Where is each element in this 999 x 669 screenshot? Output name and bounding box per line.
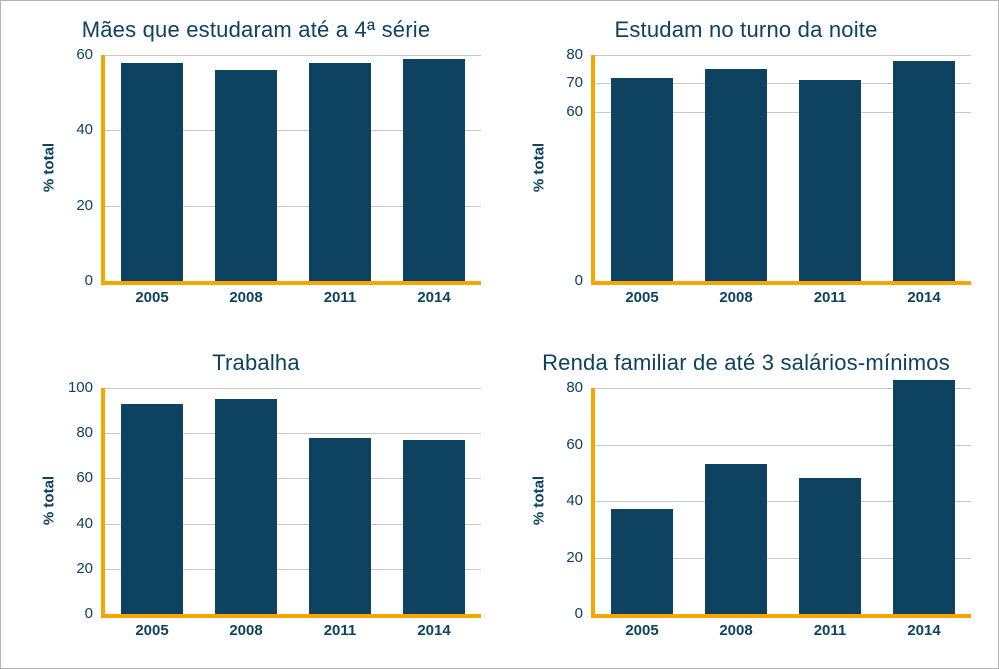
bar (799, 478, 861, 614)
gridline (105, 388, 481, 389)
y-tick-label: 0 (543, 273, 583, 288)
chart-title: Estudam no turno da noite (511, 17, 981, 43)
plot-area (591, 388, 971, 618)
y-axis-line (591, 388, 595, 618)
y-tick-label: 20 (543, 550, 583, 565)
y-tick-label: 60 (53, 470, 93, 485)
y-tick-label: 60 (543, 104, 583, 119)
chart-panel-maes: Mães que estudaram até a 4ª série % tota… (21, 13, 491, 323)
gridline (105, 55, 481, 56)
y-tick-label: 80 (53, 425, 93, 440)
x-tick-label: 2014 (394, 289, 474, 306)
bar (309, 438, 371, 614)
x-axis-line (101, 281, 481, 285)
y-axis-label-container: % total (39, 55, 59, 285)
x-tick-label: 2011 (790, 622, 870, 639)
y-axis-line (101, 388, 105, 618)
x-axis-line (101, 614, 481, 618)
y-tick-label: 0 (53, 273, 93, 288)
x-tick-label: 2008 (696, 622, 776, 639)
bar (611, 78, 673, 281)
chart-panel-trabalha: Trabalha % total 0 20 40 60 80 100 2005 2008 201… (21, 346, 491, 656)
y-tick-label: 40 (53, 122, 93, 137)
chart-title: Mães que estudaram até a 4ª série (21, 17, 491, 43)
bar (403, 440, 465, 614)
x-tick-label: 2005 (602, 289, 682, 306)
x-tick-label: 2014 (884, 289, 964, 306)
x-tick-label: 2008 (206, 289, 286, 306)
plot-area (101, 388, 481, 618)
x-tick-label: 2011 (300, 289, 380, 306)
bar (705, 69, 767, 281)
bar (799, 80, 861, 281)
y-tick-label: 0 (53, 606, 93, 621)
x-tick-label: 2008 (206, 622, 286, 639)
bar (121, 404, 183, 614)
bar (705, 464, 767, 614)
y-axis-label: % total (41, 446, 58, 556)
bar (215, 70, 277, 281)
bar (611, 509, 673, 614)
x-tick-label: 2011 (790, 289, 870, 306)
x-tick-label: 2014 (394, 622, 474, 639)
gridline (595, 55, 971, 56)
x-axis-line (591, 614, 971, 618)
y-tick-label: 0 (543, 606, 583, 621)
x-tick-label: 2008 (696, 289, 776, 306)
plot-area (101, 55, 481, 285)
x-tick-label: 2005 (602, 622, 682, 639)
y-tick-label: 100 (53, 380, 93, 395)
y-tick-label: 40 (53, 516, 93, 531)
plot-area (591, 55, 971, 285)
x-tick-label: 2011 (300, 622, 380, 639)
x-tick-label: 2014 (884, 622, 964, 639)
y-axis-line (591, 55, 595, 285)
bar (893, 61, 955, 281)
bar (215, 399, 277, 614)
chart-grid-frame: Mães que estudaram até a 4ª série % tota… (0, 0, 999, 669)
bar (403, 59, 465, 281)
x-tick-label: 2005 (112, 622, 192, 639)
bar (309, 63, 371, 281)
y-axis-label: % total (531, 113, 548, 223)
chart-title: Trabalha (21, 350, 491, 376)
x-tick-label: 2005 (112, 289, 192, 306)
y-tick-label: 20 (53, 198, 93, 213)
chart-title: Renda familiar de até 3 salários-mínimos (511, 350, 981, 376)
y-tick-label: 80 (543, 380, 583, 395)
y-tick-label: 20 (53, 561, 93, 576)
y-tick-label: 60 (543, 437, 583, 452)
chart-panel-noite: Estudam no turno da noite % total 0 60 70 8… (511, 13, 981, 323)
y-tick-label: 40 (543, 493, 583, 508)
chart-panel-renda: Renda familiar de até 3 salários-mínimos… (511, 346, 981, 656)
y-tick-label: 80 (543, 47, 583, 62)
bar (893, 380, 955, 614)
y-axis-label-container: % total (39, 388, 59, 618)
y-axis-line (101, 55, 105, 285)
x-axis-line (591, 281, 971, 285)
y-tick-label: 70 (543, 75, 583, 90)
bar (121, 63, 183, 281)
y-tick-label: 60 (53, 47, 93, 62)
